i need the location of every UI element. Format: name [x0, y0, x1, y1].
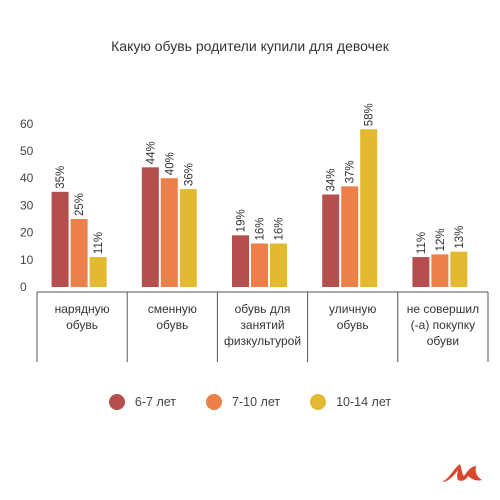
legend-swatch-6-7 [108, 394, 125, 410]
legend-label-7-10: 7-10 лет [232, 395, 281, 409]
y-tick-label: 40 [20, 171, 34, 185]
data-label: 37% [345, 160, 357, 183]
data-label: 16% [274, 217, 286, 240]
data-label: 19% [236, 209, 248, 232]
y-tick-label: 0 [20, 280, 27, 294]
data-label: 25% [74, 193, 86, 216]
legend-item-10-14: 10-14 лет [310, 394, 391, 410]
bar [179, 189, 197, 287]
x-tick-label: нарядную [55, 302, 110, 316]
x-tick-label: уличную [329, 302, 376, 316]
x-tick-label: обувь [337, 318, 369, 332]
y-tick-label: 20 [20, 226, 34, 240]
bar [89, 257, 107, 287]
data-label: 58% [364, 103, 376, 126]
legend-label-6-7: 6-7 лет [134, 395, 177, 409]
x-tick-label: физкультурой [224, 334, 301, 348]
x-tick-label: (-а) покупку [411, 318, 475, 332]
bar-chart: 0 10 20 30 40 50 60 35% 25% 11% нарядную обувь 44% 40… [20, 103, 489, 362]
y-tick-label: 30 [20, 198, 34, 212]
x-tick-label: обувь [156, 318, 188, 332]
legend-swatch-10-14 [310, 394, 327, 410]
brand-logo-icon [442, 464, 482, 482]
bar [160, 178, 178, 287]
bar [360, 129, 378, 287]
bar [412, 257, 430, 287]
x-tick-label: не совершил [407, 302, 479, 316]
data-label: 13% [454, 226, 466, 249]
legend-item-6-7: 6-7 лет [108, 394, 177, 410]
data-label: 44% [145, 141, 157, 164]
y-tick-label: 10 [20, 253, 34, 267]
bar [70, 219, 88, 287]
bar [341, 186, 359, 287]
bar [232, 235, 249, 287]
data-label: 40% [164, 152, 176, 175]
data-label: 16% [255, 217, 267, 240]
x-tick-label: обувь для [235, 302, 291, 316]
data-label: 11% [93, 232, 105, 254]
legend-swatch-7-10 [206, 394, 223, 410]
data-label: 34% [326, 168, 338, 191]
bar [251, 243, 268, 287]
legend: 6-7 лет 7-10 лет 10-14 лет [0, 394, 500, 410]
data-label: 12% [435, 228, 447, 251]
x-tick-label: занятий [240, 318, 284, 332]
x-tick-label: обувь [66, 318, 98, 332]
legend-item-7-10: 7-10 лет [206, 394, 280, 410]
bar [450, 251, 468, 287]
bar [270, 243, 287, 287]
bar [141, 167, 159, 287]
data-label: 36% [183, 163, 195, 186]
data-label: 11% [416, 232, 428, 254]
legend-label-10-14: 10-14 лет [336, 395, 392, 409]
x-tick-label: сменную [148, 302, 197, 316]
y-tick-label: 50 [20, 144, 34, 158]
chart-title: Какую обувь родители купили для девочек [111, 38, 389, 54]
data-label: 35% [55, 166, 67, 189]
x-tick-label: обуви [427, 334, 459, 348]
bar [431, 254, 449, 287]
bar [51, 191, 69, 287]
bar [322, 194, 340, 287]
y-tick-label: 60 [20, 117, 34, 131]
